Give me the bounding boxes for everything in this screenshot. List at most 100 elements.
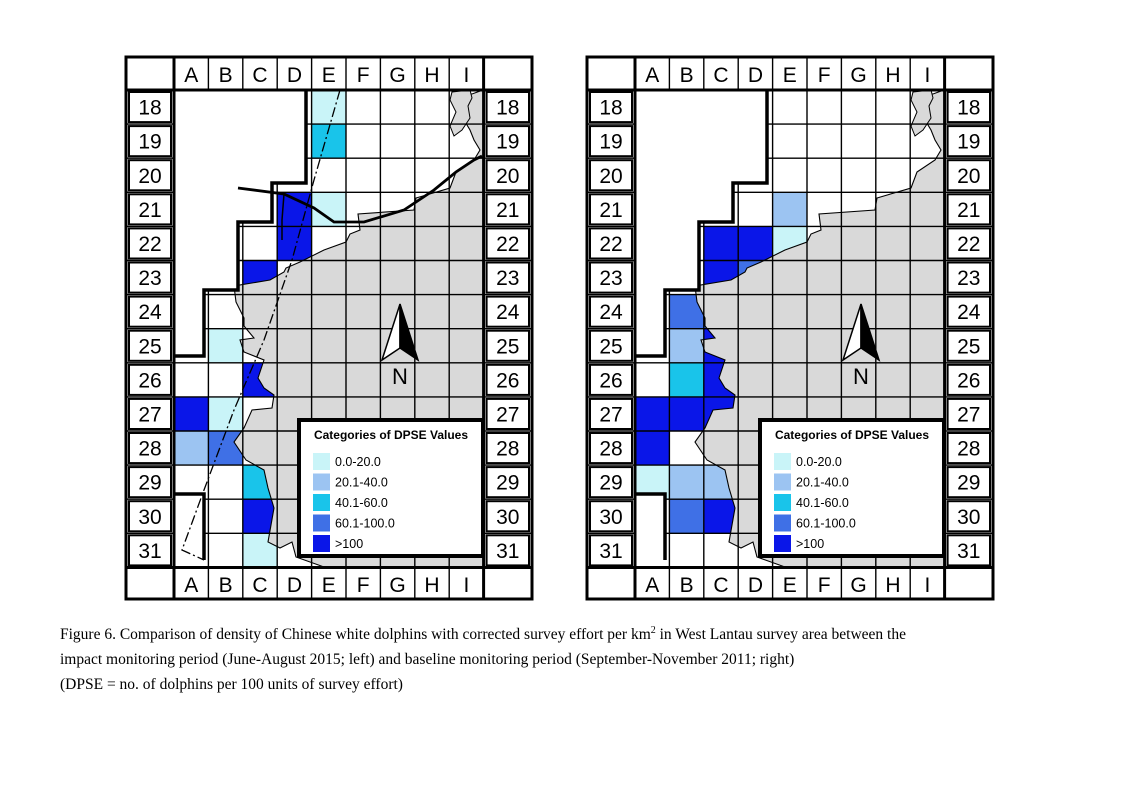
row-label-left: 31 bbox=[138, 540, 161, 563]
row-label-right: 26 bbox=[496, 369, 519, 392]
row-label-left: 21 bbox=[599, 199, 622, 222]
row-label-right: 23 bbox=[496, 267, 519, 290]
row-label-box-left bbox=[128, 125, 172, 158]
legend-label: 60.1-100.0 bbox=[335, 517, 395, 531]
row-label-right: 21 bbox=[957, 199, 980, 222]
row-label-box-right bbox=[946, 193, 991, 226]
boundary-line bbox=[181, 89, 341, 561]
row-label-box-right bbox=[946, 432, 991, 465]
column-label-top: I bbox=[924, 64, 930, 87]
density-cell bbox=[669, 362, 704, 397]
row-label-box-right bbox=[485, 295, 531, 328]
row-label-box-right bbox=[485, 363, 531, 396]
row-label-box-left bbox=[589, 261, 633, 294]
row-label-box-left bbox=[589, 397, 633, 430]
survey-boundary bbox=[174, 90, 308, 358]
density-cell bbox=[669, 499, 704, 534]
row-label-right: 19 bbox=[496, 131, 519, 154]
legend-swatch bbox=[774, 473, 791, 491]
row-label-right: 23 bbox=[957, 267, 980, 290]
column-label-bottom: F bbox=[357, 574, 370, 597]
legend-title: Categories of DPSE Values bbox=[775, 428, 929, 442]
row-label-left: 19 bbox=[138, 131, 161, 154]
row-label-right: 27 bbox=[496, 403, 519, 426]
legend-swatch bbox=[313, 473, 330, 491]
density-cell bbox=[311, 90, 346, 125]
column-label-bottom: H bbox=[885, 574, 900, 597]
row-label-box-right bbox=[485, 125, 531, 158]
row-label-box-left bbox=[128, 363, 172, 396]
legend-label: 40.1-60.0 bbox=[796, 496, 849, 510]
row-label-box-left bbox=[589, 466, 633, 499]
row-label-box-right bbox=[946, 329, 991, 362]
row-label-box-left bbox=[128, 261, 172, 294]
column-label-top: G bbox=[850, 64, 866, 87]
row-label-box-left bbox=[128, 329, 172, 362]
north-label: N bbox=[853, 364, 869, 389]
density-cell bbox=[208, 431, 243, 466]
survey-boundary bbox=[635, 90, 769, 358]
row-label-right: 26 bbox=[957, 369, 980, 392]
row-label-right: 24 bbox=[496, 301, 520, 324]
column-label-bottom: C bbox=[252, 574, 267, 597]
column-label-bottom: G bbox=[389, 574, 405, 597]
row-label-box-left bbox=[589, 227, 633, 260]
column-label-bottom: C bbox=[713, 574, 728, 597]
density-cell bbox=[772, 192, 807, 227]
density-cell bbox=[174, 431, 209, 466]
legend-label: 60.1-100.0 bbox=[796, 517, 856, 531]
row-label-left: 27 bbox=[138, 403, 161, 426]
legend-title: Categories of DPSE Values bbox=[314, 428, 468, 442]
row-label-box-left bbox=[128, 534, 172, 567]
legend-swatch bbox=[774, 453, 791, 470]
column-label-top: E bbox=[783, 64, 797, 87]
column-label-top: C bbox=[713, 64, 728, 87]
row-label-box-left bbox=[589, 363, 633, 396]
legend-swatch bbox=[774, 535, 791, 552]
legend-swatch bbox=[313, 535, 330, 552]
column-label-bottom: F bbox=[818, 574, 831, 597]
column-label-bottom: I bbox=[463, 574, 469, 597]
legend-swatch bbox=[313, 494, 330, 511]
row-label-right: 18 bbox=[957, 97, 980, 120]
column-label-top: G bbox=[389, 64, 405, 87]
column-label-top: D bbox=[287, 64, 302, 87]
density-cell bbox=[669, 328, 704, 363]
row-label-box-left bbox=[589, 329, 633, 362]
column-label-top: H bbox=[885, 64, 900, 87]
column-label-top: A bbox=[184, 64, 198, 87]
density-cell bbox=[669, 396, 704, 431]
column-label-bottom: B bbox=[680, 574, 694, 597]
row-label-box-right bbox=[946, 466, 991, 499]
north-arrow-icon bbox=[399, 303, 420, 362]
row-label-box-left bbox=[589, 534, 633, 567]
row-label-left: 19 bbox=[599, 131, 622, 154]
row-label-left: 30 bbox=[599, 506, 622, 529]
row-label-box-right bbox=[485, 432, 531, 465]
row-label-box-left bbox=[589, 159, 633, 192]
density-cell bbox=[635, 396, 670, 431]
outside-survey-area bbox=[174, 494, 204, 566]
column-label-top: B bbox=[680, 64, 694, 87]
row-label-left: 25 bbox=[599, 335, 622, 358]
row-label-box-left bbox=[128, 397, 172, 430]
row-label-box-right bbox=[485, 500, 531, 533]
column-label-bottom: H bbox=[424, 574, 439, 597]
row-label-left: 31 bbox=[599, 540, 622, 563]
row-label-left: 30 bbox=[138, 506, 161, 529]
column-label-bottom: A bbox=[645, 574, 659, 597]
density-cell bbox=[738, 226, 773, 261]
column-label-top: D bbox=[748, 64, 763, 87]
column-label-top: C bbox=[252, 64, 267, 87]
column-label-bottom: D bbox=[287, 574, 302, 597]
row-label-left: 21 bbox=[138, 199, 161, 222]
row-label-box-left bbox=[128, 432, 172, 465]
row-label-left: 29 bbox=[599, 472, 622, 495]
row-label-left: 24 bbox=[138, 301, 162, 324]
legend-label: >100 bbox=[796, 537, 824, 551]
row-label-left: 27 bbox=[599, 403, 622, 426]
row-label-box-right bbox=[946, 125, 991, 158]
